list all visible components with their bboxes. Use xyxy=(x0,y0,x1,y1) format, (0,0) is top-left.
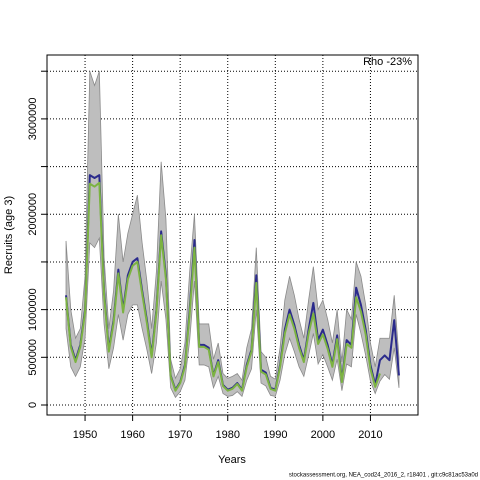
x-tick-label: 1950 xyxy=(73,429,97,441)
y-tick-label: 2000000 xyxy=(27,193,39,236)
x-tick-label: 1970 xyxy=(168,429,192,441)
confidence-band xyxy=(65,71,400,399)
series-line xyxy=(65,181,381,392)
plot-frame xyxy=(46,54,419,416)
y-tick-label: 0 xyxy=(27,402,39,408)
x-tick-label: 1980 xyxy=(216,429,240,441)
annotation: Rho -23% xyxy=(363,56,412,68)
x-tick-label: 2010 xyxy=(358,429,382,441)
x-tick-label: 2000 xyxy=(311,429,335,441)
footer: stockassessment.org, NEA_cod24_2016_2, r… xyxy=(289,473,478,479)
x-tick-label: 1960 xyxy=(120,429,144,441)
x-axis-label: Years xyxy=(218,454,246,466)
y-tick-label: 1000000 xyxy=(27,288,39,331)
y-tick-label: 3000000 xyxy=(27,97,39,140)
y-axis-label: Recruits (age 3) xyxy=(3,196,15,274)
x-tick-label: 1990 xyxy=(263,429,287,441)
y-tick-label: 500000 xyxy=(27,339,39,376)
